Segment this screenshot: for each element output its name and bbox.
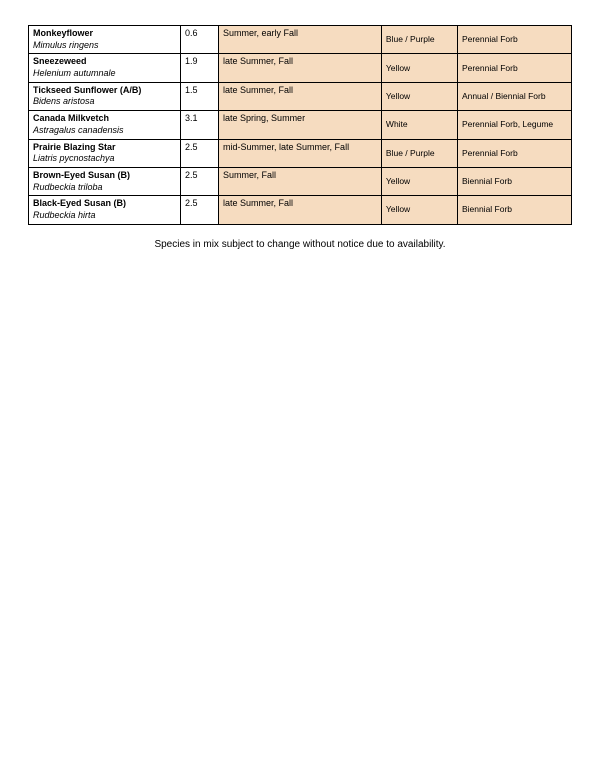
type-cell: Perennial Forb (457, 139, 571, 167)
bloom-cell: Summer, Fall (219, 167, 382, 195)
latin-name: Helenium autumnale (33, 68, 176, 80)
bloom-cell: Summer, early Fall (219, 26, 382, 54)
latin-name: Astragalus canadensis (33, 125, 176, 137)
common-name: Black-Eyed Susan (B) (33, 198, 176, 210)
common-name: Prairie Blazing Star (33, 142, 176, 154)
type-cell: Perennial Forb (457, 26, 571, 54)
species-name-cell: Tickseed Sunflower (A/B)Bidens aristosa (29, 82, 181, 110)
type-cell: Perennial Forb, Legume (457, 111, 571, 139)
common-name: Canada Milkvetch (33, 113, 176, 125)
type-cell: Perennial Forb (457, 54, 571, 82)
value-cell: 2.5 (181, 139, 219, 167)
common-name: Brown-Eyed Susan (B) (33, 170, 176, 182)
species-name-cell: Black-Eyed Susan (B)Rudbeckia hirta (29, 196, 181, 224)
species-table: MonkeyflowerMimulus ringens0.6Summer, ea… (28, 25, 572, 225)
bloom-cell: late Summer, Fall (219, 196, 382, 224)
table-row: Prairie Blazing StarLiatris pycnostachya… (29, 139, 572, 167)
latin-name: Mimulus ringens (33, 40, 176, 52)
value-cell: 1.9 (181, 54, 219, 82)
latin-name: Bidens aristosa (33, 96, 176, 108)
type-cell: Biennial Forb (457, 167, 571, 195)
species-name-cell: Brown-Eyed Susan (B)Rudbeckia triloba (29, 167, 181, 195)
species-name-cell: Prairie Blazing StarLiatris pycnostachya (29, 139, 181, 167)
bloom-cell: late Summer, Fall (219, 82, 382, 110)
table-row: Tickseed Sunflower (A/B)Bidens aristosa1… (29, 82, 572, 110)
table-row: Black-Eyed Susan (B)Rudbeckia hirta2.5la… (29, 196, 572, 224)
latin-name: Rudbeckia hirta (33, 210, 176, 222)
common-name: Tickseed Sunflower (A/B) (33, 85, 176, 97)
color-cell: Yellow (381, 196, 457, 224)
latin-name: Liatris pycnostachya (33, 153, 176, 165)
common-name: Monkeyflower (33, 28, 176, 40)
color-cell: Blue / Purple (381, 139, 457, 167)
latin-name: Rudbeckia triloba (33, 182, 176, 194)
color-cell: Yellow (381, 82, 457, 110)
color-cell: Yellow (381, 54, 457, 82)
table-row: Brown-Eyed Susan (B)Rudbeckia triloba2.5… (29, 167, 572, 195)
type-cell: Annual / Biennial Forb (457, 82, 571, 110)
bloom-cell: late Summer, Fall (219, 54, 382, 82)
value-cell: 3.1 (181, 111, 219, 139)
species-name-cell: SneezeweedHelenium autumnale (29, 54, 181, 82)
species-name-cell: Canada MilkvetchAstragalus canadensis (29, 111, 181, 139)
footnote-text: Species in mix subject to change without… (28, 239, 572, 250)
table-row: Canada MilkvetchAstragalus canadensis3.1… (29, 111, 572, 139)
value-cell: 0.6 (181, 26, 219, 54)
value-cell: 1.5 (181, 82, 219, 110)
bloom-cell: late Spring, Summer (219, 111, 382, 139)
bloom-cell: mid-Summer, late Summer, Fall (219, 139, 382, 167)
color-cell: Blue / Purple (381, 26, 457, 54)
table-row: SneezeweedHelenium autumnale1.9late Summ… (29, 54, 572, 82)
common-name: Sneezeweed (33, 56, 176, 68)
value-cell: 2.5 (181, 196, 219, 224)
color-cell: White (381, 111, 457, 139)
table-row: MonkeyflowerMimulus ringens0.6Summer, ea… (29, 26, 572, 54)
value-cell: 2.5 (181, 167, 219, 195)
color-cell: Yellow (381, 167, 457, 195)
species-name-cell: MonkeyflowerMimulus ringens (29, 26, 181, 54)
type-cell: Biennial Forb (457, 196, 571, 224)
